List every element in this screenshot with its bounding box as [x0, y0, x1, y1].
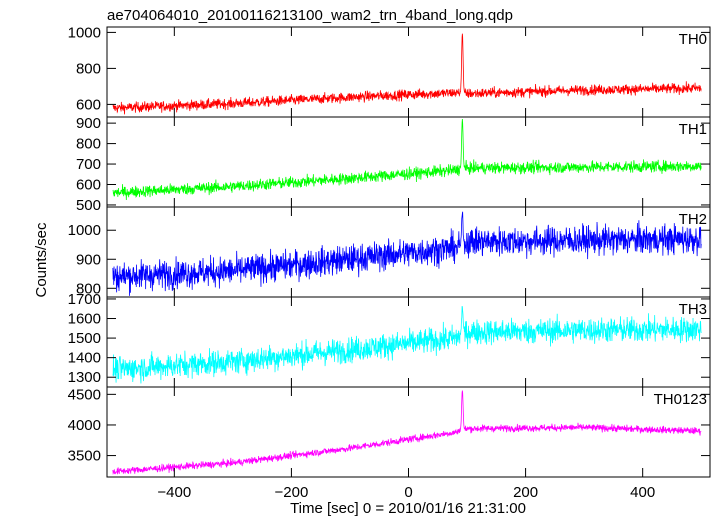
panel-frame — [106, 386, 711, 478]
y-tick-label: 1400 — [68, 350, 101, 367]
series-line-th0123 — [112, 390, 702, 475]
x-tick-label: 200 — [513, 484, 538, 501]
panel-label-th0: TH0 — [679, 31, 707, 48]
y-tick-label: 1700 — [68, 291, 101, 308]
y-tick-label: 1000 — [68, 222, 101, 239]
y-tick-label: 1300 — [68, 369, 101, 386]
y-tick-label: 900 — [76, 115, 101, 132]
panel-th3: 1300 1400 1500 1600 1700 TH3 — [68, 291, 711, 388]
y-tick-label: 3500 — [68, 448, 101, 465]
x-axis: −400 −200 0 200 400 — [157, 484, 655, 501]
series-line-th2 — [112, 211, 702, 296]
y-tick-label: 500 — [76, 197, 101, 214]
y-tick-label: 800 — [76, 136, 101, 153]
x-tick-label: −200 — [275, 484, 309, 501]
y-tick-label: 4000 — [68, 417, 101, 434]
panel-th2: 800 900 1000 TH2 — [68, 206, 711, 298]
panel-label-th2: TH2 — [679, 211, 707, 228]
y-tick-label: 1500 — [68, 330, 101, 347]
y-tick-label: 600 — [76, 177, 101, 194]
panel-label-th1: TH1 — [679, 121, 707, 138]
y-tick-label: 700 — [76, 156, 101, 173]
x-tick-label: −400 — [157, 484, 191, 501]
panel-th0123: 3500 4000 4500 TH0123 — [68, 386, 711, 478]
x-axis-label: Time [sec] 0 = 2010/01/16 21:31:00 — [290, 500, 526, 516]
y-tick-label: 1600 — [68, 311, 101, 328]
y-tick-label: 900 — [76, 251, 101, 268]
y-tick-label: 800 — [76, 280, 101, 297]
panel-th1: 500 600 700 800 900 TH1 — [76, 115, 711, 214]
y-tick-label: 4500 — [68, 386, 101, 403]
y-tick-label: 800 — [76, 60, 101, 77]
panel-label-th3: TH3 — [679, 301, 707, 318]
series-line-th3 — [112, 305, 702, 384]
y-axis-label: Counts/sec — [33, 222, 50, 298]
x-tick-label: 0 — [404, 484, 412, 501]
chart-title: ae704064010_20100116213100_wam2_trn_4ban… — [107, 7, 513, 24]
series-line-th0 — [112, 33, 702, 115]
panel-th0: 600 800 1000 TH0 — [68, 24, 711, 118]
panel-label-th0123: TH0123 — [654, 391, 707, 408]
series-line-th1 — [112, 118, 702, 201]
y-tick-label: 1000 — [68, 24, 101, 41]
x-tick-label: 400 — [630, 484, 655, 501]
panels: 600 800 1000 TH0 500 600 700 800 900 TH1 800 900 100… — [68, 24, 711, 478]
y-tick-label: 600 — [76, 96, 101, 113]
panel-frame — [106, 116, 711, 208]
